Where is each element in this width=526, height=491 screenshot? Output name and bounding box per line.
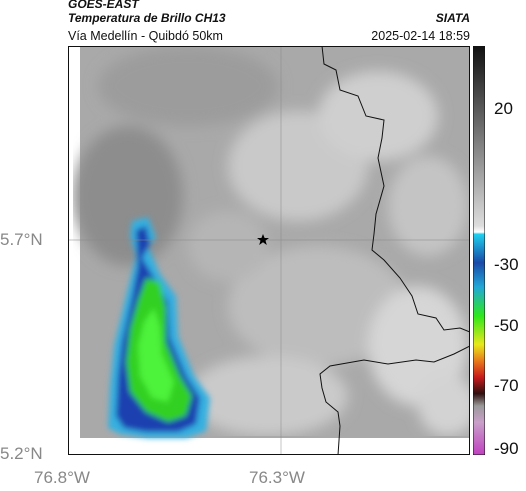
colorbar-tick: 20 <box>494 99 513 118</box>
lat-label-north: 5.7°N <box>0 230 43 249</box>
agency-name: SIATA <box>435 11 470 25</box>
region-name: Vía Medellín - Quibdó 50km <box>68 29 223 43</box>
star-marker <box>257 234 269 245</box>
timestamp: 2025-02-14 18:59 <box>371 29 470 43</box>
product-title: Temperatura de Brillo CH13 SIATA <box>68 12 470 25</box>
storm-cell <box>108 217 210 438</box>
lon-label-east: 76.3°W <box>249 468 305 487</box>
product-name: Temperatura de Brillo CH13 <box>68 11 226 25</box>
cloud-patch <box>318 71 438 161</box>
river-line <box>319 345 470 455</box>
cloud-patch <box>98 46 278 126</box>
colorbar-tick: -50 <box>494 316 519 335</box>
colorbar-gradient <box>473 46 485 455</box>
satellite-title: GOES-EAST <box>68 0 470 11</box>
satellite-name: GOES-EAST <box>68 0 139 11</box>
colorbar <box>473 46 485 455</box>
colorbar-tick: -90 <box>494 439 519 458</box>
cloud-patch <box>388 156 468 256</box>
cloud-patch <box>418 376 470 436</box>
cloud-patch <box>188 356 348 436</box>
cloud-texture <box>73 46 470 436</box>
map-frame <box>68 46 470 455</box>
storm-inner <box>138 308 174 402</box>
satellite-map <box>68 46 470 455</box>
cloud-patch <box>73 126 183 266</box>
country-border <box>321 46 470 333</box>
colorbar-tick: -70 <box>494 376 519 395</box>
grid-lines <box>68 46 470 455</box>
lon-label-west: 76.8°W <box>34 468 90 487</box>
subtitle-row: Vía Medellín - Quibdó 50km 2025-02-14 18… <box>68 30 470 43</box>
cloud-patch <box>228 246 408 366</box>
cloud-patch <box>368 286 468 406</box>
lat-label-south: 5.2°N <box>0 444 43 463</box>
cloud-patch <box>188 211 268 281</box>
colorbar-tick: -30 <box>494 255 519 274</box>
